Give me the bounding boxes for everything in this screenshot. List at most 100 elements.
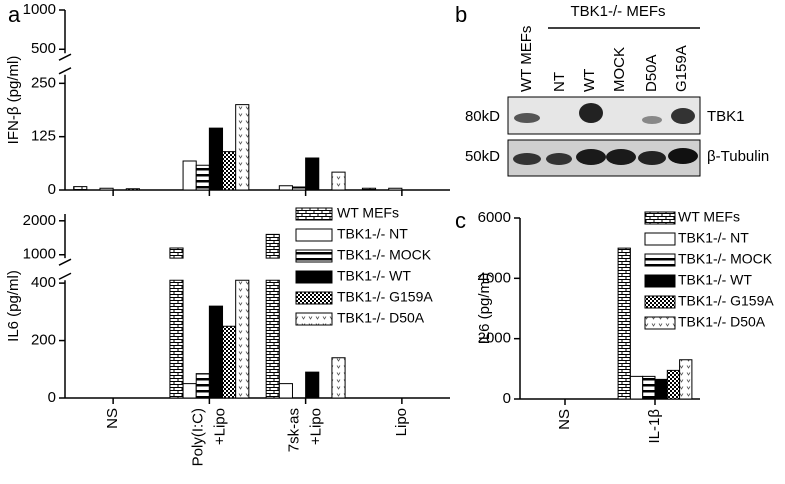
protein-label: TBK1: [707, 108, 745, 125]
lane-label: D50A: [643, 54, 660, 92]
legend-label: WT MEFs: [337, 205, 399, 221]
lane-label: WT MEFs: [518, 26, 535, 92]
y-tick-label: 200: [31, 332, 56, 349]
x-tick-label: Poly(I:C): [189, 408, 206, 466]
legend-label: TBK1-/- NT: [678, 230, 749, 246]
legend-swatch: [295, 291, 333, 305]
legend-swatch: [644, 274, 676, 288]
axis-break: [58, 53, 72, 75]
bar: [195, 373, 210, 399]
bar: [73, 186, 88, 191]
bar: [679, 359, 693, 400]
legend-label: TBK1-/- WT: [678, 272, 752, 288]
legend-swatch: [295, 249, 333, 263]
size-label: 80kD: [465, 108, 500, 125]
bar: [208, 127, 224, 191]
legend-swatch: [295, 207, 333, 221]
panel-label: a: [8, 2, 21, 27]
bar: [125, 188, 140, 191]
band: [576, 149, 606, 165]
axis-break: [58, 258, 72, 280]
x-tick-label: 7sk-as: [286, 408, 303, 452]
y-tick-label: 250: [31, 74, 56, 91]
legend-label: TBK1-/- G159A: [678, 293, 774, 309]
x-tick-label: +Lipo: [308, 408, 325, 445]
legend-label: TBK1-/- NT: [337, 226, 408, 242]
bar: [291, 186, 307, 191]
bar: [617, 247, 631, 400]
legend-label: TBK1-/- WT: [337, 268, 411, 284]
legend-swatch: [295, 270, 333, 284]
band: [546, 153, 572, 165]
band: [579, 103, 603, 123]
y-tick-label: 0: [48, 389, 56, 406]
band: [513, 153, 541, 165]
y-tick-label: 500: [31, 40, 56, 57]
bar: [222, 325, 237, 399]
x-tick-label: +Lipo: [211, 408, 228, 445]
protein-label: β-Tubulin: [707, 148, 769, 165]
y-tick-label: 2000: [23, 212, 56, 229]
y-axis-label: IL6 (pg/ml): [5, 270, 22, 342]
bar: [278, 383, 293, 399]
legend-swatch: [644, 316, 676, 330]
band: [514, 113, 540, 123]
legend-label: TBK1-/- D50A: [337, 310, 425, 326]
lane-label: NT: [551, 72, 568, 92]
x-tick-label: NS: [556, 409, 573, 430]
bar: [222, 151, 237, 191]
bar: [235, 104, 250, 191]
bar: [208, 305, 224, 399]
legend-swatch: [295, 228, 333, 242]
x-tick-label: NS: [104, 408, 121, 429]
band: [638, 151, 666, 165]
bar: [169, 247, 184, 399]
y-tick-label: 4000: [478, 269, 511, 286]
legend-label: WT MEFs: [678, 209, 740, 225]
y-tick-label: 0: [503, 390, 511, 407]
panel-label: b: [455, 2, 467, 27]
y-tick-label: 0: [48, 181, 56, 198]
size-label: 50kD: [465, 148, 500, 165]
legend-swatch: [295, 312, 333, 326]
band: [671, 108, 695, 124]
band: [642, 116, 662, 124]
bar: [388, 187, 403, 191]
bar: [361, 187, 377, 191]
bar: [629, 375, 644, 400]
bar: [642, 375, 656, 400]
band: [668, 148, 698, 164]
bar: [235, 279, 250, 399]
bar: [182, 160, 197, 191]
western-blot: b TBK1-/- MEFs WT MEFs NT WT MOCK D50A G…: [455, 2, 769, 177]
bar: [278, 185, 293, 191]
bar: [305, 371, 320, 399]
legend-swatch: [644, 232, 676, 246]
bar: [182, 383, 197, 399]
y-axis-label: IL6 (pg/ml): [476, 273, 493, 345]
legend-label: TBK1-/- D50A: [678, 314, 766, 330]
legend-label: TBK1-/- MOCK: [678, 251, 773, 267]
y-tick-label: 6000: [478, 209, 511, 226]
legend-swatch: [644, 253, 676, 267]
lane-label: G159A: [673, 45, 690, 92]
legend-swatch: [644, 295, 676, 309]
bar: [331, 357, 346, 399]
blot-strip: [507, 96, 701, 135]
bar: [99, 187, 114, 191]
bar: [654, 378, 668, 400]
lane-label: WT: [581, 69, 598, 92]
bar: [195, 164, 210, 191]
group-label: TBK1-/- MEFs: [570, 3, 665, 20]
bar: [331, 171, 346, 191]
x-tick-label: Lipo: [393, 408, 410, 436]
y-tick-label: 2000: [478, 330, 511, 347]
bar: [666, 369, 681, 400]
y-tick-label: 1000: [23, 246, 56, 263]
legend-swatch: [644, 211, 676, 225]
lane-label: MOCK: [611, 47, 628, 92]
legend-label: TBK1-/- G159A: [337, 289, 433, 305]
y-axis-label: IFN-β (pg/ml): [5, 56, 22, 145]
y-tick-label: 125: [31, 128, 56, 145]
